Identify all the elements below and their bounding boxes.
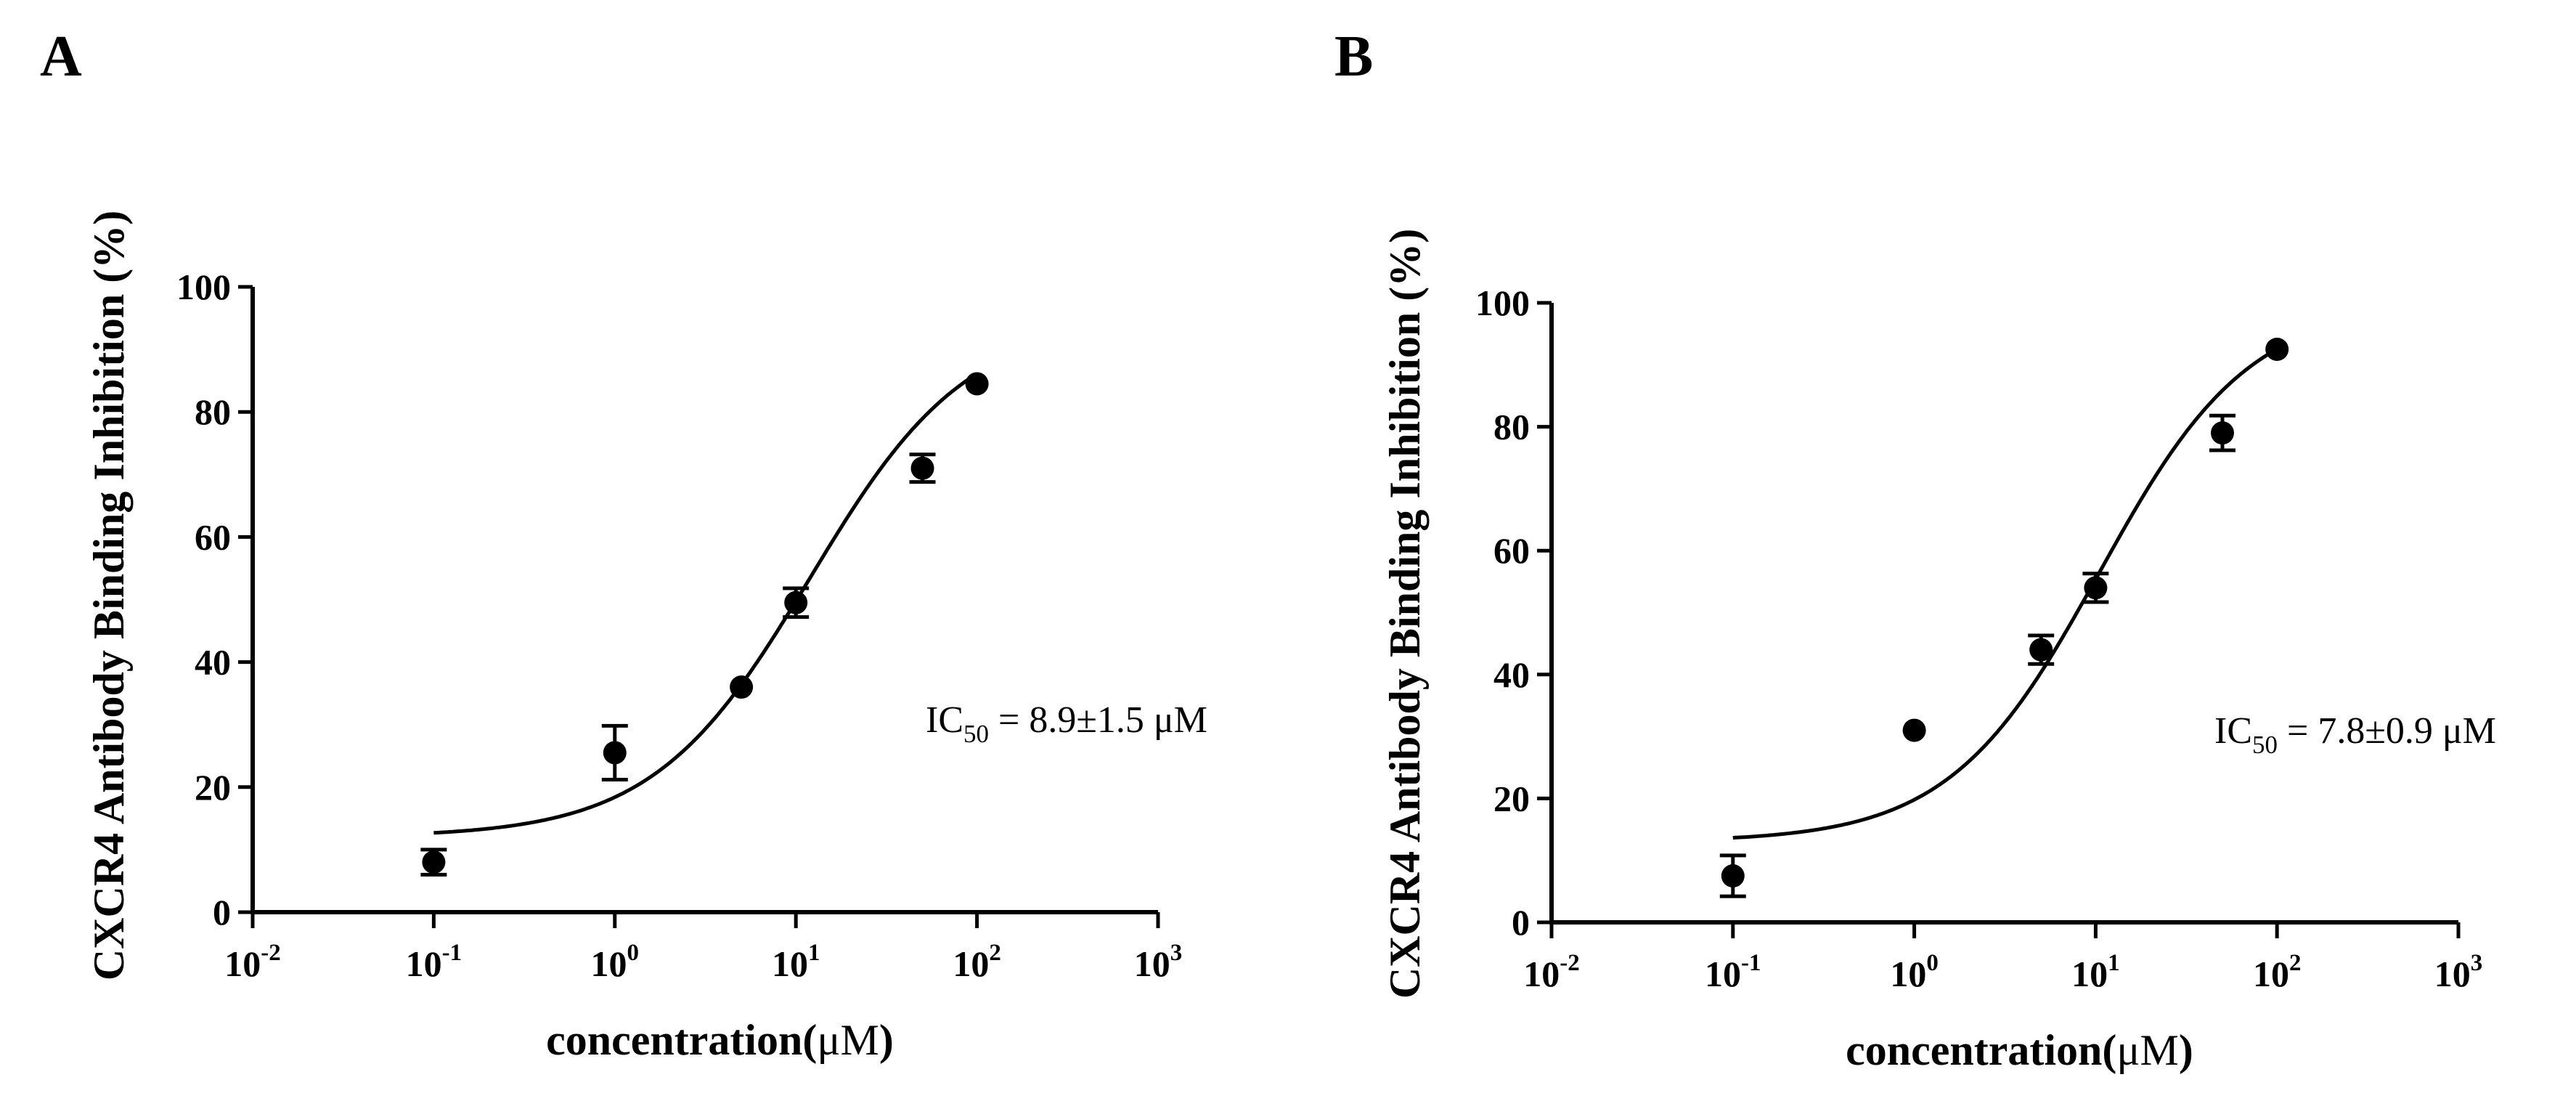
x-tick-exponent: 0 — [627, 940, 640, 966]
y-tick-label: 0 — [213, 892, 231, 933]
y-tick-label: 100 — [1475, 283, 1530, 323]
x-tick-label: 10-1 — [406, 940, 462, 984]
x-tick-label: 102 — [2253, 950, 2302, 994]
y-tick-label: 80 — [195, 391, 231, 432]
x-tick-exponent: 1 — [808, 940, 820, 966]
x-tick-exponent: 0 — [1926, 950, 1939, 976]
x-tick-base: 10 — [591, 943, 627, 984]
x-tick-base: 10 — [1134, 943, 1170, 984]
x-tick-label: 100 — [591, 940, 640, 984]
ic50-annotation: IC50 = 7.8±0.9 μM — [2214, 710, 2496, 759]
ic50-subscript: 50 — [2252, 731, 2278, 759]
x-tick-label: 10-1 — [1705, 950, 1761, 994]
y-tick-label: 40 — [195, 642, 231, 683]
x-tick-label: 100 — [1890, 950, 1939, 994]
data-point — [730, 675, 754, 699]
y-tick-label: 60 — [195, 516, 231, 557]
x-axis-label-unit: μM — [817, 1016, 879, 1064]
x-tick-base: 10 — [1890, 954, 1926, 994]
x-tick-base: 10 — [772, 943, 808, 984]
y-tick-label: 0 — [1512, 902, 1530, 943]
data-point — [965, 372, 989, 396]
x-axis-label-close: ) — [879, 1016, 894, 1064]
ic50-value: = 8.9±1.5 μM — [989, 699, 1207, 741]
data-point — [2084, 576, 2108, 600]
fit-curve — [433, 372, 978, 835]
x-axis-label-close: ) — [2179, 1026, 2193, 1074]
x-tick-label: 101 — [772, 940, 820, 984]
x-tick-exponent: 2 — [989, 940, 1001, 966]
x-tick-label: 10-2 — [224, 940, 281, 984]
ic50-prefix: IC — [926, 699, 963, 741]
ic50-annotation: IC50 = 8.9±1.5 μM — [926, 699, 1207, 748]
data-point — [2211, 421, 2235, 445]
x-tick-base: 10 — [2434, 954, 2471, 994]
x-tick-exponent: 3 — [2471, 950, 2483, 976]
y-axis-label: CXCR4 Antibody Binding Inhibition (%) — [85, 211, 133, 980]
data-point — [2029, 638, 2053, 662]
data-point — [2265, 337, 2289, 361]
x-tick-exponent: -2 — [1560, 950, 1580, 976]
x-axis-label-main: concentration( — [546, 1016, 817, 1064]
x-tick-base: 10 — [224, 943, 261, 984]
y-tick-label: 20 — [1493, 778, 1530, 818]
x-axis-label-main: concentration( — [1846, 1026, 2116, 1074]
panel-label-a: A — [40, 25, 82, 89]
y-axis-label: CXCR4 Antibody Binding Inhibition (%) — [1381, 229, 1429, 999]
x-tick-label: 103 — [1134, 940, 1183, 984]
data-point — [603, 741, 627, 765]
fit-curve — [1732, 347, 2278, 840]
x-tick-base: 10 — [1705, 954, 1741, 994]
x-tick-base: 10 — [1523, 954, 1560, 994]
x-tick-base: 10 — [953, 943, 989, 984]
ic50-subscript: 50 — [963, 720, 989, 748]
data-point — [1721, 864, 1745, 888]
y-tick-label: 40 — [1493, 654, 1530, 695]
data-point — [910, 456, 934, 480]
ic50-prefix: IC — [2214, 710, 2252, 752]
data-point — [784, 590, 808, 614]
y-tick-label: 100 — [176, 267, 231, 307]
x-tick-label: 101 — [2071, 950, 2120, 994]
x-tick-exponent: 2 — [2289, 950, 2302, 976]
data-point — [422, 850, 446, 874]
x-tick-label: 10-2 — [1523, 950, 1580, 994]
x-tick-exponent: 3 — [1170, 940, 1183, 966]
x-tick-label: 102 — [953, 940, 1001, 984]
x-tick-label: 103 — [2434, 950, 2483, 994]
y-tick-label: 60 — [1493, 530, 1530, 571]
x-tick-exponent: -1 — [1741, 950, 1761, 976]
x-axis-label: concentration(μM) — [1846, 1026, 2193, 1074]
ic50-value: = 7.8±0.9 μM — [2278, 710, 2496, 752]
x-tick-exponent: 1 — [2108, 950, 2120, 976]
x-tick-exponent: -1 — [442, 940, 462, 966]
x-tick-base: 10 — [406, 943, 442, 984]
x-axis-label: concentration(μM) — [546, 1016, 894, 1064]
x-tick-exponent: -2 — [261, 940, 281, 966]
x-tick-base: 10 — [2071, 954, 2108, 994]
y-tick-label: 20 — [195, 767, 231, 808]
x-tick-base: 10 — [2253, 954, 2289, 994]
x-axis-label-unit: μM — [2116, 1026, 2179, 1074]
y-tick-label: 80 — [1493, 407, 1530, 447]
panel-label-b: B — [1334, 25, 1374, 89]
data-point — [1902, 718, 1926, 742]
